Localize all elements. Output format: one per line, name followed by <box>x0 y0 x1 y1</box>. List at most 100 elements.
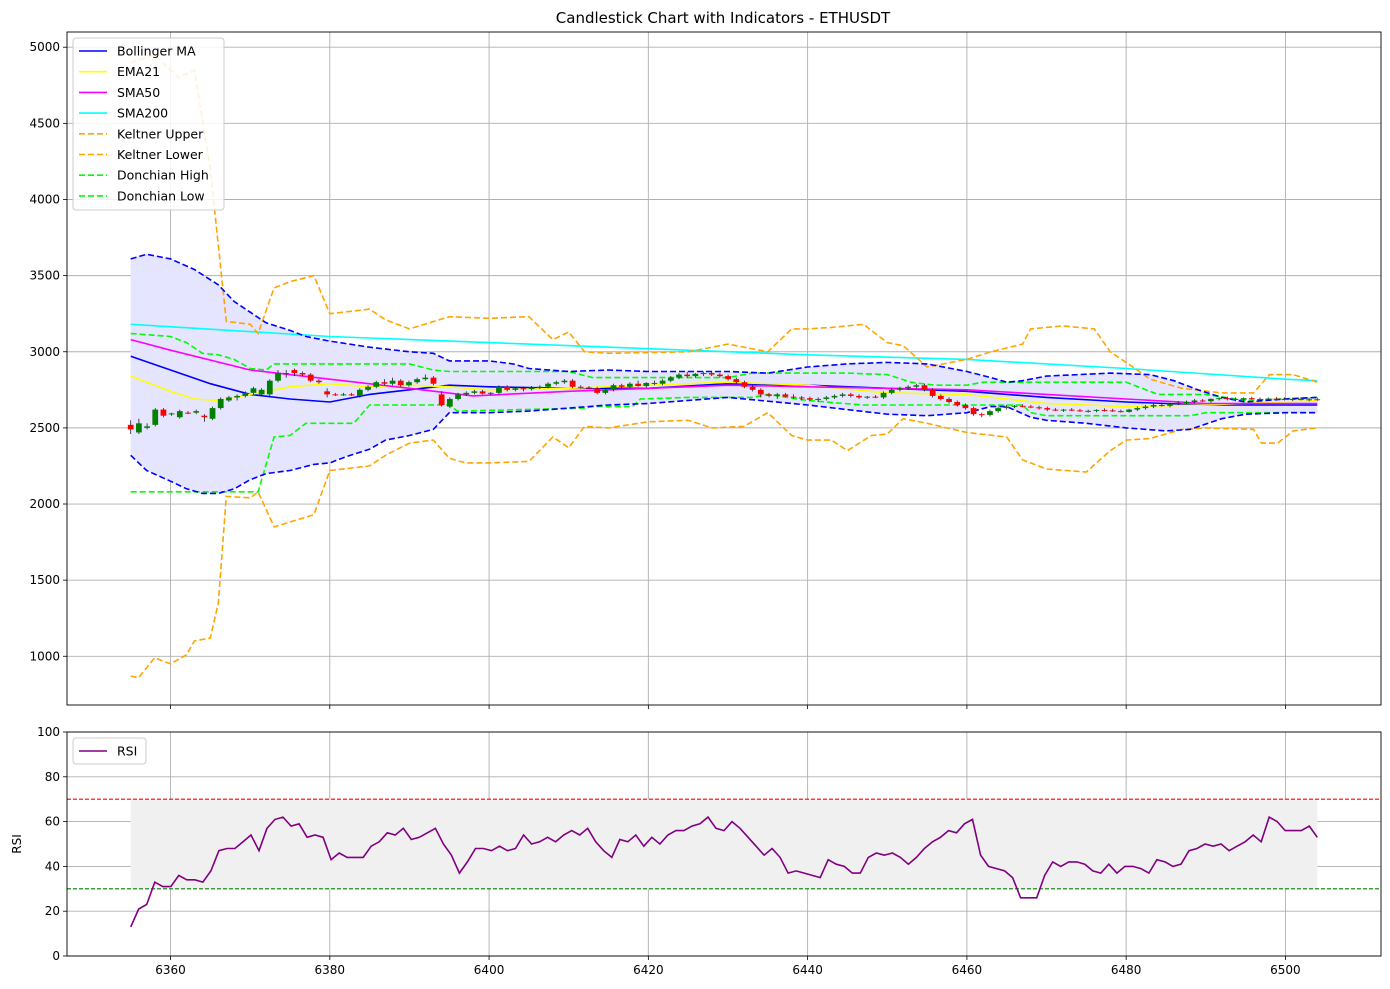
candle-body <box>1224 398 1231 400</box>
price-y-tick-label: 4500 <box>29 116 60 130</box>
candle-body <box>995 408 1002 412</box>
candle-body <box>635 383 641 387</box>
candle-body <box>586 387 592 389</box>
candle-body <box>1298 398 1304 400</box>
candle-body <box>1101 409 1108 411</box>
candle-body <box>365 386 371 390</box>
candle-body <box>193 411 200 413</box>
candle-body <box>520 388 527 390</box>
candle-body <box>807 398 813 400</box>
candle-body <box>1167 403 1173 406</box>
rsi-x-tick-label: 6400 <box>474 963 505 977</box>
candle-body <box>897 388 903 390</box>
price-axes-frame <box>66 31 1382 706</box>
candles <box>127 368 1321 434</box>
candle-body <box>1191 400 1198 402</box>
candle-body <box>127 424 134 430</box>
candle-body <box>316 380 322 383</box>
rsi-x-tick-label: 6440 <box>792 963 823 977</box>
rsi-x-tick-label: 6420 <box>633 963 664 977</box>
candle-body <box>577 386 584 388</box>
candle-body <box>1314 399 1321 401</box>
candle-body <box>160 409 167 416</box>
candle-body <box>185 412 191 414</box>
candle-body <box>1306 399 1312 401</box>
candle-body <box>1273 398 1280 400</box>
rsi-x-tick-label: 6360 <box>155 963 186 977</box>
candle-body <box>226 397 232 401</box>
price-y-tick-label: 1500 <box>29 573 60 587</box>
candle-body <box>1150 405 1157 407</box>
bollinger-band-fill-area <box>130 254 1318 494</box>
candle-body <box>676 374 682 378</box>
candle-body <box>479 391 486 394</box>
chart-title: Candlestick Chart with Indicators - ETHU… <box>556 9 891 27</box>
candle-body <box>766 394 772 396</box>
candle-body <box>496 386 502 393</box>
candle-body <box>1060 409 1067 411</box>
candle-body <box>774 394 781 396</box>
candle-body <box>201 415 208 418</box>
candle-body <box>864 396 871 398</box>
legend-label: Donchian Low <box>117 188 205 203</box>
series-bollinger-upper <box>130 253 1318 403</box>
price-y-tick-label: 3000 <box>29 345 60 359</box>
candle-body <box>373 382 380 387</box>
candle-body <box>1077 410 1083 412</box>
candle-body <box>970 408 977 415</box>
candle-body <box>1142 406 1149 409</box>
candle-body <box>651 382 658 384</box>
candle-body <box>1118 411 1124 413</box>
candle-body <box>929 389 936 396</box>
candle-body <box>741 382 748 387</box>
candle-body <box>340 394 347 396</box>
candle-body <box>880 392 887 398</box>
candle-body <box>667 377 674 381</box>
rsi-x-tick-label: 6460 <box>952 963 983 977</box>
candle-body <box>618 385 625 387</box>
candle-body <box>1028 406 1034 408</box>
price-x-ticks <box>170 705 1286 709</box>
candle-body <box>471 391 478 393</box>
candle-body <box>1158 405 1165 407</box>
candle-body <box>332 394 339 396</box>
candle-body <box>831 395 838 398</box>
candle-body <box>414 379 420 383</box>
rsi-x-tick-label: 6380 <box>315 963 346 977</box>
rsi-legend-box <box>72 737 147 765</box>
candle-body <box>487 392 494 394</box>
rsi-axes-frame <box>66 731 1382 957</box>
series-sma200 <box>130 323 1318 382</box>
price-legend-box <box>72 37 225 211</box>
candle-body <box>1126 409 1132 412</box>
candle-body <box>545 383 551 387</box>
series-sma50 <box>130 338 1318 405</box>
candle-body <box>381 382 388 384</box>
candle-body <box>1019 405 1026 407</box>
rsi-y-axis-label: RSI <box>10 834 24 854</box>
candle-body <box>1183 401 1190 403</box>
rsi-y-tick-label: 40 <box>45 859 60 873</box>
candle-body <box>725 376 731 380</box>
candle-body <box>537 386 543 388</box>
series-keltner-lower <box>130 411 1318 679</box>
candle-body <box>136 423 142 433</box>
candle-body <box>1240 398 1247 400</box>
rsi-x-tick-label: 6480 <box>1111 963 1142 977</box>
candle-body <box>356 389 363 396</box>
candle-body <box>708 373 715 375</box>
candle-body <box>1036 407 1042 409</box>
candle-body <box>717 374 723 377</box>
rsi-y-tick-label: 60 <box>45 815 60 829</box>
candle-body <box>430 377 437 384</box>
candle-body <box>1068 409 1075 411</box>
legend-label: SMA200 <box>117 106 168 121</box>
candle-body <box>987 411 993 415</box>
candle-body <box>823 397 830 399</box>
price-y-tick-label: 1000 <box>29 649 60 663</box>
candle-body <box>1199 400 1206 402</box>
price-y-tick-label: 2000 <box>29 497 60 511</box>
price-y-tick-label: 2500 <box>29 421 60 435</box>
candle-body <box>446 398 453 407</box>
candle-body <box>1011 405 1018 407</box>
